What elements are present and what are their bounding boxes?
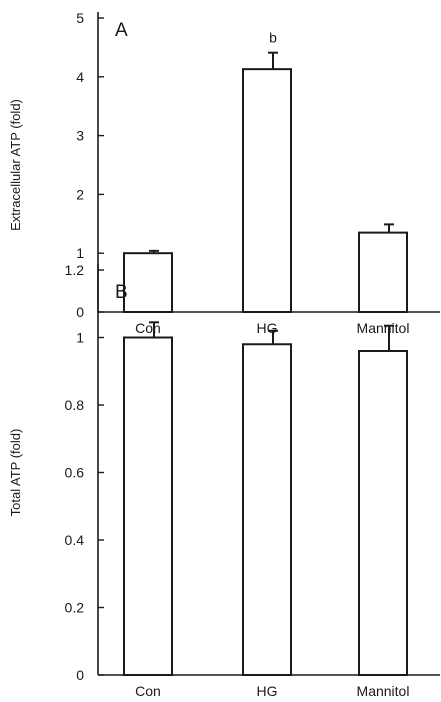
y-tick-label: 1 — [76, 330, 84, 346]
y-tick-label: 0.2 — [65, 600, 85, 616]
y-tick-label: 3 — [76, 128, 84, 144]
y-axis-title: Extracellular ATP (fold) — [8, 99, 23, 231]
y-tick-label: 0 — [76, 667, 84, 683]
bar-hg — [242, 343, 292, 676]
significance-label: b — [269, 30, 277, 46]
x-tick-label: Mannitol — [357, 320, 410, 336]
y-tick-label: 0.6 — [65, 465, 85, 481]
y-tick-label: 0.8 — [65, 397, 85, 413]
y-axis-title: Total ATP (fold) — [8, 429, 23, 517]
bar-con — [123, 252, 173, 313]
x-tick-label: HG — [257, 683, 278, 699]
panel-letter: A — [115, 20, 128, 41]
bar-hg — [242, 68, 292, 313]
x-tick-label: Con — [135, 683, 161, 699]
x-tick-label: HG — [257, 320, 278, 336]
y-tick-label: 0 — [76, 304, 84, 320]
panel-letter: B — [115, 282, 128, 303]
y-tick-label: 4 — [76, 69, 84, 85]
panel-b: 0 0.2 0.4 0.6 0.8 1 1.2 Total ATP (fold) B Con HG M… — [8, 262, 440, 699]
y-tick-label: 5 — [76, 10, 84, 26]
bar-mannitol — [358, 231, 408, 313]
bar-con — [123, 336, 173, 676]
bar-mannitol — [358, 350, 408, 676]
y-tick-label: 0.4 — [65, 532, 85, 548]
y-tick-label: 1.2 — [65, 262, 85, 278]
x-tick-label: Mannitol — [357, 683, 410, 699]
y-tick-label: 2 — [76, 186, 84, 202]
y-tick-label: 1 — [76, 245, 84, 261]
